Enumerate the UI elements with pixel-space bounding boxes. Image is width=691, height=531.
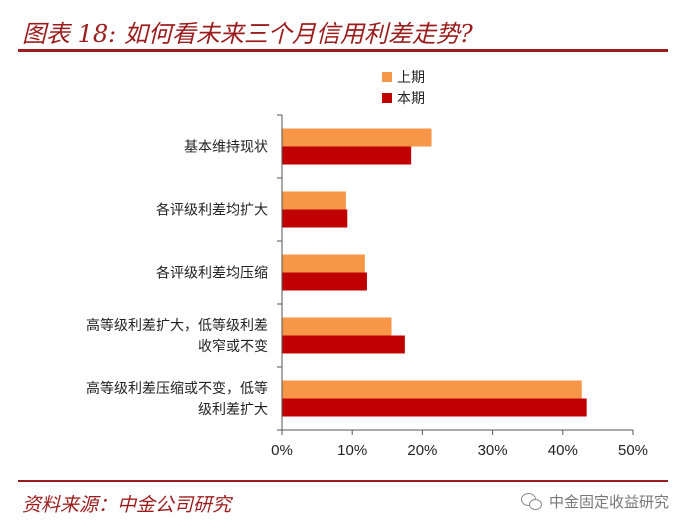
bar-current-1 (282, 209, 348, 228)
bar-previous-0 (282, 128, 432, 147)
footer-divider (18, 480, 668, 482)
x-tick-label-0: 0% (271, 442, 293, 459)
legend-item-previous: 上期 (382, 66, 425, 87)
x-tick-label-3: 30% (478, 442, 508, 459)
legend-item-current: 本期 (382, 87, 425, 108)
category-label-3-1: 收窄或不变 (198, 338, 268, 355)
bar-previous-3 (282, 317, 392, 336)
category-label-1-0: 各评级利差均扩大 (156, 203, 268, 219)
page-title: 图表 18: 如何看未来三个月信用利差走势? (22, 20, 473, 48)
wechat-icon (520, 492, 543, 511)
chart-area: 基本维持现状各评级利差均扩大 各评级利差均压缩高等级利差扩大，低等级利差收窄或不变… (0, 55, 691, 475)
chart-legend: 上期 本期 (382, 66, 425, 108)
bar-current-2 (282, 272, 367, 291)
x-tick-label-4: 40% (548, 442, 578, 459)
category-label-2-0: 各评级利差均压缩 (156, 266, 268, 282)
category-label-0-0: 基本维持现状 (184, 139, 268, 156)
watermark: 中金固定收益研究 (520, 491, 669, 512)
legend-label-current: 本期 (397, 90, 425, 107)
legend-label-previous: 上期 (397, 69, 425, 86)
title-bar: 图表 18: 如何看未来三个月信用利差走势? (18, 10, 668, 52)
bar-current-3 (282, 335, 405, 354)
category-label-4-0: 高等级利差压缩或不变，低等 (86, 380, 268, 397)
x-tick-label-5: 50% (618, 442, 648, 459)
bar-current-0 (282, 146, 412, 165)
source-note: 资料来源：中金公司研究 (22, 494, 232, 516)
bar-previous-4 (282, 380, 582, 399)
legend-swatch-current (382, 92, 392, 103)
category-label-4-1: 级利差扩大 (198, 402, 268, 418)
category-label-3-0: 高等级利差扩大，低等级利差 (86, 317, 268, 334)
x-tick-label-2: 20% (407, 442, 437, 459)
bar-chart: 基本维持现状各评级利差均扩大各评级利差均压缩高等级利差扩大，低等级利差收窄或不变… (86, 114, 648, 459)
legend-swatch-previous (382, 71, 392, 82)
bar-previous-2 (282, 254, 365, 273)
watermark-text: 中金固定收益研究 (548, 493, 669, 511)
bar-current-4 (282, 398, 587, 417)
bar-previous-1 (282, 191, 346, 210)
x-tick-label-1: 10% (337, 442, 367, 459)
